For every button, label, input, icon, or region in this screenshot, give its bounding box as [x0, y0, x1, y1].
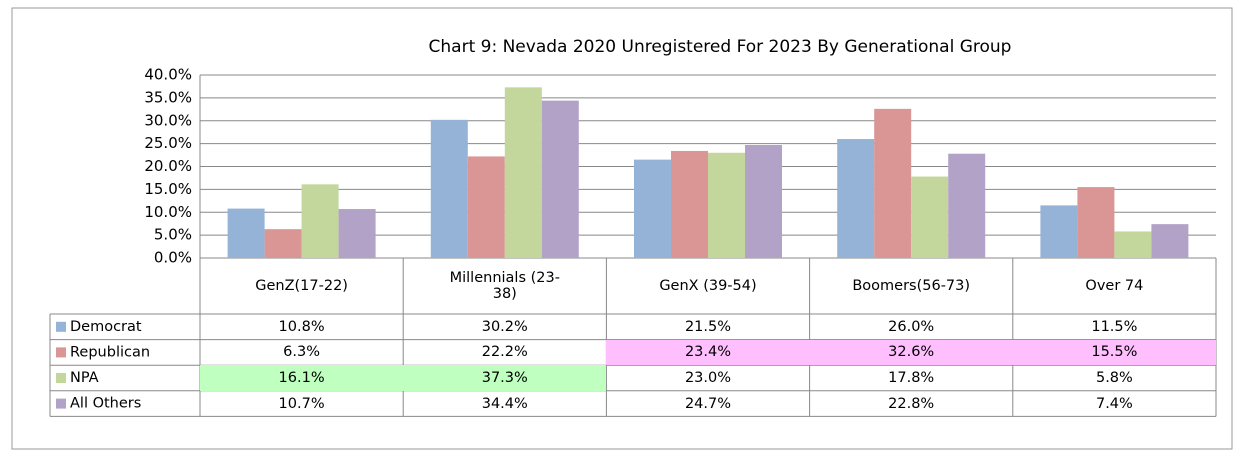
y-tick-label: 10.0% [144, 203, 192, 221]
bar [634, 159, 671, 258]
category-label: GenZ(17-22) [200, 258, 403, 314]
legend-label: NPA [70, 370, 99, 386]
category-label-text: GenX (39-54) [659, 278, 757, 294]
table-value: 11.5% [1013, 314, 1216, 340]
legend-key [56, 321, 66, 332]
table-value: 16.1% [200, 365, 404, 391]
bar [948, 153, 986, 258]
table-value: 5.8% [1013, 365, 1216, 391]
table-value-text: 22.2% [481, 344, 528, 361]
legend-label: Republican [70, 344, 150, 360]
bar [430, 119, 468, 259]
y-tick-label: 40.0% [144, 66, 192, 84]
bar [911, 176, 949, 258]
bar [837, 139, 875, 258]
bar [1040, 205, 1078, 258]
bar [745, 144, 782, 258]
table-value-text: 10.7% [278, 395, 325, 412]
table-value: 30.2% [403, 314, 606, 340]
table-value: 7.4% [1013, 391, 1216, 417]
table-value-text: 24.7% [684, 395, 732, 412]
table-value: 15.5% [1012, 339, 1216, 366]
bar [227, 208, 265, 258]
category-label: Boomers(56-73) [810, 258, 1013, 314]
table-value-text: 7.4% [1095, 395, 1133, 412]
table-value-text: 16.1% [278, 369, 325, 386]
table-value: 6.3% [200, 340, 403, 366]
bar [541, 100, 579, 259]
category-label: GenX (39-54) [606, 258, 809, 314]
bar [708, 152, 745, 258]
bar [874, 108, 912, 258]
y-tick-label: 20.0% [144, 157, 192, 175]
table-value: 24.7% [606, 391, 809, 417]
bar [301, 184, 339, 258]
bar [504, 87, 542, 258]
table-value: 10.8% [200, 314, 403, 340]
table-value-text: 6.3% [283, 344, 321, 361]
table-value: 17.8% [810, 365, 1013, 391]
legend-key [56, 398, 66, 409]
chart-title: Chart 9: Nevada 2020 Unregistered For 20… [429, 37, 1012, 57]
bar [338, 209, 376, 258]
bar [1114, 231, 1152, 258]
legend-key [56, 347, 66, 358]
table-value-text: 5.8% [1095, 369, 1133, 386]
table-value-text: 15.5% [1091, 344, 1138, 361]
chart-frame [11, 7, 1233, 450]
table-value: 22.8% [810, 391, 1013, 417]
table-value-text: 34.4% [481, 395, 528, 412]
legend-key [56, 373, 66, 383]
table-value-text: 23.4% [684, 344, 732, 361]
bar [264, 229, 302, 258]
table-value-text: 21.5% [684, 318, 732, 335]
category-label: Over 74 [1013, 258, 1216, 314]
table-value: 23.4% [606, 339, 810, 366]
table-value: 22.2% [403, 340, 606, 366]
legend-label: Democrat [70, 319, 142, 335]
category-label-text: Over 74 [1085, 278, 1144, 294]
table-value: 26.0% [810, 314, 1013, 340]
category-label-text: Millennials (23-38) [449, 270, 560, 302]
table-value: 37.3% [403, 365, 607, 391]
y-tick-label: 5.0% [154, 226, 192, 244]
y-tick-label: 35.0% [144, 88, 192, 106]
y-tick-label: 15.0% [144, 180, 192, 198]
bar [671, 150, 708, 258]
table-value: 10.7% [200, 391, 403, 417]
table-value-text: 10.8% [278, 318, 325, 335]
table-value-text: 17.8% [888, 369, 935, 386]
y-tick-label: 0.0% [154, 249, 192, 267]
table-value: 21.5% [606, 314, 809, 340]
bar [1077, 187, 1115, 258]
table-value-text: 22.8% [888, 395, 935, 412]
legend-label: All Others [70, 396, 141, 412]
table-value-text: 30.2% [481, 318, 528, 335]
y-tick-label: 30.0% [144, 111, 192, 129]
y-tick-label: 25.0% [144, 134, 192, 152]
bar [1151, 224, 1189, 258]
table-value: 23.0% [606, 365, 809, 391]
table-value-text: 23.0% [684, 369, 732, 386]
table-value-text: 11.5% [1091, 318, 1138, 335]
category-label-text: Boomers(56-73) [852, 278, 971, 294]
category-label-text: GenZ(17-22) [255, 278, 348, 294]
table-value-text: 37.3% [481, 369, 528, 386]
table-value: 32.6% [809, 339, 1013, 366]
table-value: 34.4% [403, 391, 606, 417]
bar [467, 156, 505, 258]
category-label: Millennials (23-38) [403, 258, 606, 314]
table-value-text: 32.6% [888, 344, 935, 361]
table-value-text: 26.0% [888, 318, 935, 335]
